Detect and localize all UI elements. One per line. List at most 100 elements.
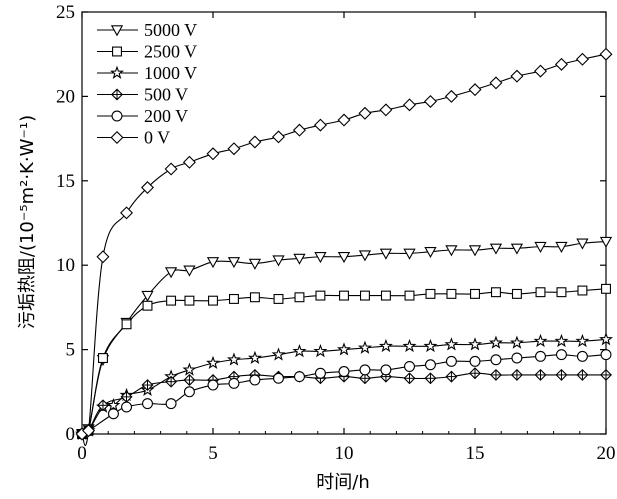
data-point-2500v: [601, 283, 611, 294]
data-point-200v: [424, 359, 436, 371]
legend-item-500v: 500 V: [97, 85, 188, 105]
data-point-1000v: [599, 332, 613, 346]
data-point-0v: [141, 181, 154, 195]
legend-item-0v: 0 V: [97, 128, 170, 148]
legend-marker: [110, 131, 124, 144]
data-point-200v: [165, 398, 177, 410]
data-point-500v: [424, 372, 437, 385]
legend-label: 0 V: [144, 128, 170, 148]
data-point-500v: [165, 375, 178, 388]
data-point-200v: [535, 350, 546, 362]
data-point-0v: [379, 103, 393, 117]
data-point-0v: [510, 69, 524, 83]
data-point-2500v: [359, 290, 370, 301]
data-point-2500v: [556, 287, 567, 298]
data-point-1000v: [575, 333, 590, 348]
series-5000v: [75, 236, 613, 441]
data-point-2500v: [535, 287, 546, 298]
data-point-5000v: [272, 255, 285, 267]
data-point-2500v: [208, 295, 218, 306]
data-point-2500v: [470, 288, 480, 299]
data-point-200v: [404, 360, 415, 372]
data-point-200v: [107, 408, 119, 420]
data-point-200v: [380, 364, 392, 376]
x-tick-label: 20: [597, 443, 616, 464]
data-point-2500v: [380, 290, 391, 301]
data-point-200v: [469, 355, 481, 367]
data-point-0v: [489, 76, 503, 90]
x-tick-label: 10: [335, 443, 354, 464]
data-point-1000v: [554, 333, 569, 348]
data-point-0v: [206, 147, 220, 161]
data-point-1000v: [423, 338, 438, 353]
data-point-1000v: [247, 350, 262, 364]
data-point-1000v: [206, 355, 220, 370]
data-point-2500v: [490, 287, 501, 298]
data-point-500v: [534, 368, 547, 381]
data-point-200v: [555, 349, 567, 361]
y-tick-label: 20: [56, 86, 75, 107]
data-point-1000v: [468, 337, 482, 351]
data-point-0v: [292, 123, 306, 137]
data-point-2500v: [97, 353, 108, 364]
data-point-200v: [142, 398, 153, 410]
data-point-0v: [96, 250, 110, 264]
data-point-500v: [445, 370, 458, 383]
data-point-5000v: [141, 290, 154, 302]
data-point-500v: [469, 367, 481, 380]
data-point-5000v: [337, 252, 351, 264]
series-line-2500v: [81, 288, 607, 439]
data-point-0v: [272, 130, 285, 144]
data-point-2500v: [142, 300, 153, 311]
data-point-200v: [228, 377, 240, 389]
data-point-0v: [534, 64, 547, 78]
data-point-0v: [575, 52, 589, 66]
data-point-2500v: [294, 292, 305, 303]
y-tick-label: 10: [56, 255, 75, 276]
data-point-5000v: [599, 236, 613, 248]
data-point-500v: [403, 372, 416, 385]
data-point-200v: [249, 374, 261, 386]
data-point-2500v: [339, 290, 349, 301]
y-tick-label: 5: [66, 340, 76, 361]
data-point-1000v: [402, 338, 417, 353]
legend-marker: [111, 88, 123, 101]
data-point-0v: [403, 98, 416, 112]
series-line-5000v: [81, 241, 607, 437]
data-point-0v: [599, 47, 613, 61]
legend-label: 5000 V: [144, 20, 197, 40]
data-point-2500v: [228, 293, 239, 304]
data-point-0v: [82, 424, 96, 438]
legend-label: 200 V: [144, 106, 188, 126]
data-point-0v: [227, 142, 241, 156]
data-point-200v: [273, 372, 284, 384]
data-point-1000v: [292, 343, 307, 358]
data-point-1000v: [271, 347, 286, 361]
y-axis-label: 污垢热阻/(10⁻⁵m²·K·W⁻¹): [17, 115, 38, 329]
legend-item-5000v: 5000 V: [97, 20, 197, 40]
data-point-1000v: [533, 333, 548, 348]
data-point-0v: [423, 94, 437, 108]
x-tick-label: 15: [466, 443, 485, 464]
data-point-500v: [183, 374, 196, 386]
series-200v: [76, 349, 612, 440]
data-point-1000v: [313, 343, 328, 358]
data-point-5000v: [293, 253, 306, 265]
data-point-5000v: [576, 238, 589, 250]
legend-item-200v: 200 V: [97, 106, 188, 126]
data-point-5000v: [206, 257, 220, 269]
x-tick-label: 0: [77, 443, 87, 464]
data-point-200v: [314, 367, 326, 379]
data-point-5000v: [379, 248, 393, 260]
data-point-500v: [555, 368, 568, 381]
data-point-2500v: [121, 319, 132, 330]
data-point-5000v: [314, 252, 327, 264]
data-point-5000v: [468, 245, 482, 257]
data-point-5000v: [248, 258, 262, 270]
data-point-2500v: [166, 295, 177, 306]
data-point-5000v: [403, 248, 416, 260]
data-point-1000v: [337, 342, 351, 356]
data-point-5000v: [445, 245, 458, 257]
